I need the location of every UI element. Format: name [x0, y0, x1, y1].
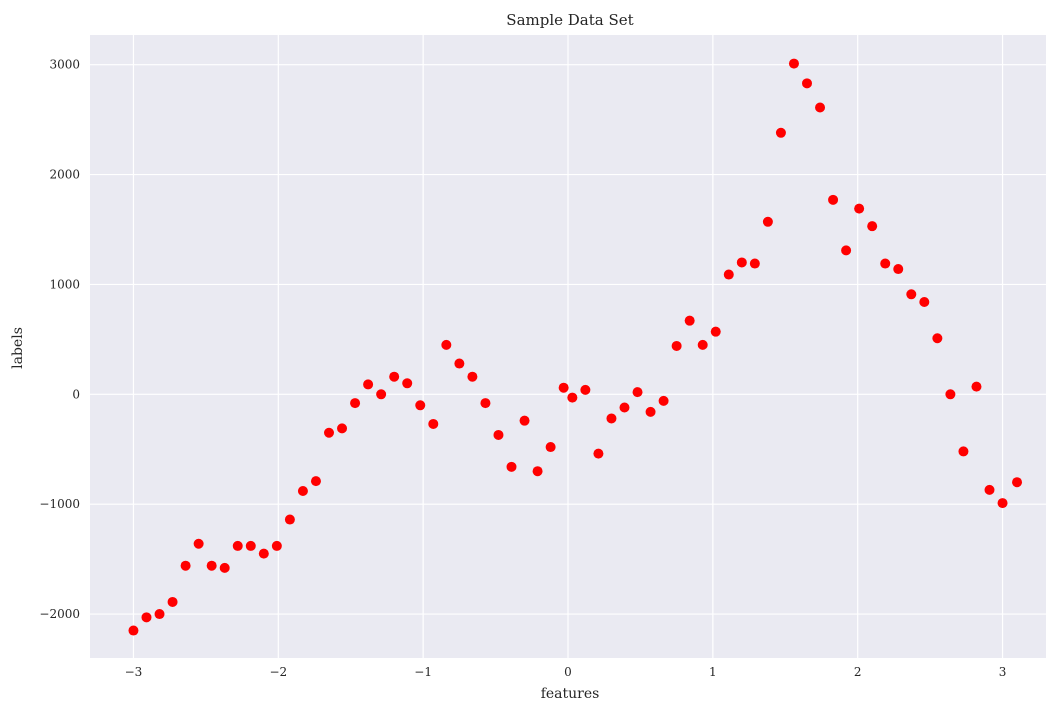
data-point [580, 384, 591, 395]
data-point [1012, 477, 1023, 488]
data-point [880, 258, 891, 269]
data-point [684, 315, 695, 326]
data-point [180, 560, 191, 571]
data-point [493, 429, 504, 440]
y-axis-label: labels [10, 327, 26, 369]
data-point [997, 498, 1008, 509]
data-point [945, 389, 956, 400]
data-point [467, 371, 478, 382]
data-point [441, 339, 452, 350]
data-point [141, 612, 152, 623]
data-point [363, 379, 374, 390]
data-point [506, 461, 517, 472]
data-point [854, 203, 865, 214]
data-point [671, 340, 682, 351]
data-point [619, 402, 630, 413]
data-point [841, 245, 852, 256]
data-point [775, 127, 786, 138]
data-point [710, 326, 721, 337]
data-point [788, 58, 799, 69]
data-point [402, 378, 413, 389]
data-point [906, 289, 917, 300]
chart-title: Sample Data Set [506, 11, 633, 29]
x-tick-label: −2 [269, 665, 287, 679]
data-point [532, 466, 543, 477]
x-tick-label: 1 [709, 665, 717, 679]
x-tick-label: −1 [414, 665, 432, 679]
x-tick-label: 0 [564, 665, 572, 679]
data-point [606, 413, 617, 424]
data-point [310, 476, 321, 487]
data-point [932, 333, 943, 344]
data-point [919, 297, 930, 307]
data-point [428, 418, 439, 429]
x-tick-label: −3 [125, 665, 143, 679]
data-point [337, 423, 348, 434]
data-point [519, 415, 530, 426]
grid-lines [90, 35, 1046, 658]
y-tick-label: 0 [72, 387, 80, 401]
data-point [815, 102, 826, 113]
data-points [128, 58, 1023, 636]
data-point [558, 382, 569, 393]
data-point [350, 398, 361, 409]
data-point [128, 625, 139, 636]
data-point [324, 427, 334, 438]
data-point [802, 78, 812, 89]
data-point [284, 514, 295, 525]
x-axis-label: features [541, 686, 600, 702]
y-tick-label: −1000 [39, 497, 80, 511]
data-point [762, 216, 773, 227]
data-point [297, 485, 308, 496]
y-tick-label: 2000 [49, 168, 80, 182]
data-point [206, 560, 217, 571]
data-point [389, 371, 400, 382]
data-point [593, 448, 604, 459]
data-point [376, 389, 387, 400]
data-point [984, 484, 995, 495]
data-point [480, 398, 491, 409]
data-point [454, 358, 465, 369]
data-point [154, 609, 165, 620]
data-point [958, 446, 969, 457]
data-point [193, 538, 204, 549]
y-tick-labels: −2000 −1000 0 1000 2000 3000 [39, 58, 80, 621]
data-point [723, 269, 734, 280]
data-point [415, 400, 426, 411]
data-point [567, 392, 578, 403]
data-point [658, 395, 669, 406]
data-point [545, 442, 556, 453]
data-point [971, 381, 982, 392]
data-point [219, 562, 230, 573]
x-tick-label: 2 [854, 665, 862, 679]
data-point [645, 406, 656, 417]
y-tick-label: 1000 [49, 277, 80, 291]
data-point [736, 257, 747, 268]
data-point [245, 540, 256, 551]
y-tick-label: −2000 [39, 607, 80, 621]
data-point [167, 596, 178, 607]
data-point [697, 339, 708, 350]
data-point [232, 540, 243, 551]
data-point [632, 387, 643, 398]
data-point [271, 540, 282, 551]
data-point [867, 221, 878, 232]
x-tick-labels: −3 −2 −1 0 1 2 3 [125, 665, 1007, 679]
data-point [258, 548, 269, 559]
data-point [749, 258, 760, 269]
y-tick-label: 3000 [49, 58, 80, 72]
data-point [828, 194, 839, 205]
data-point [893, 264, 904, 275]
x-tick-label: 3 [999, 665, 1007, 679]
